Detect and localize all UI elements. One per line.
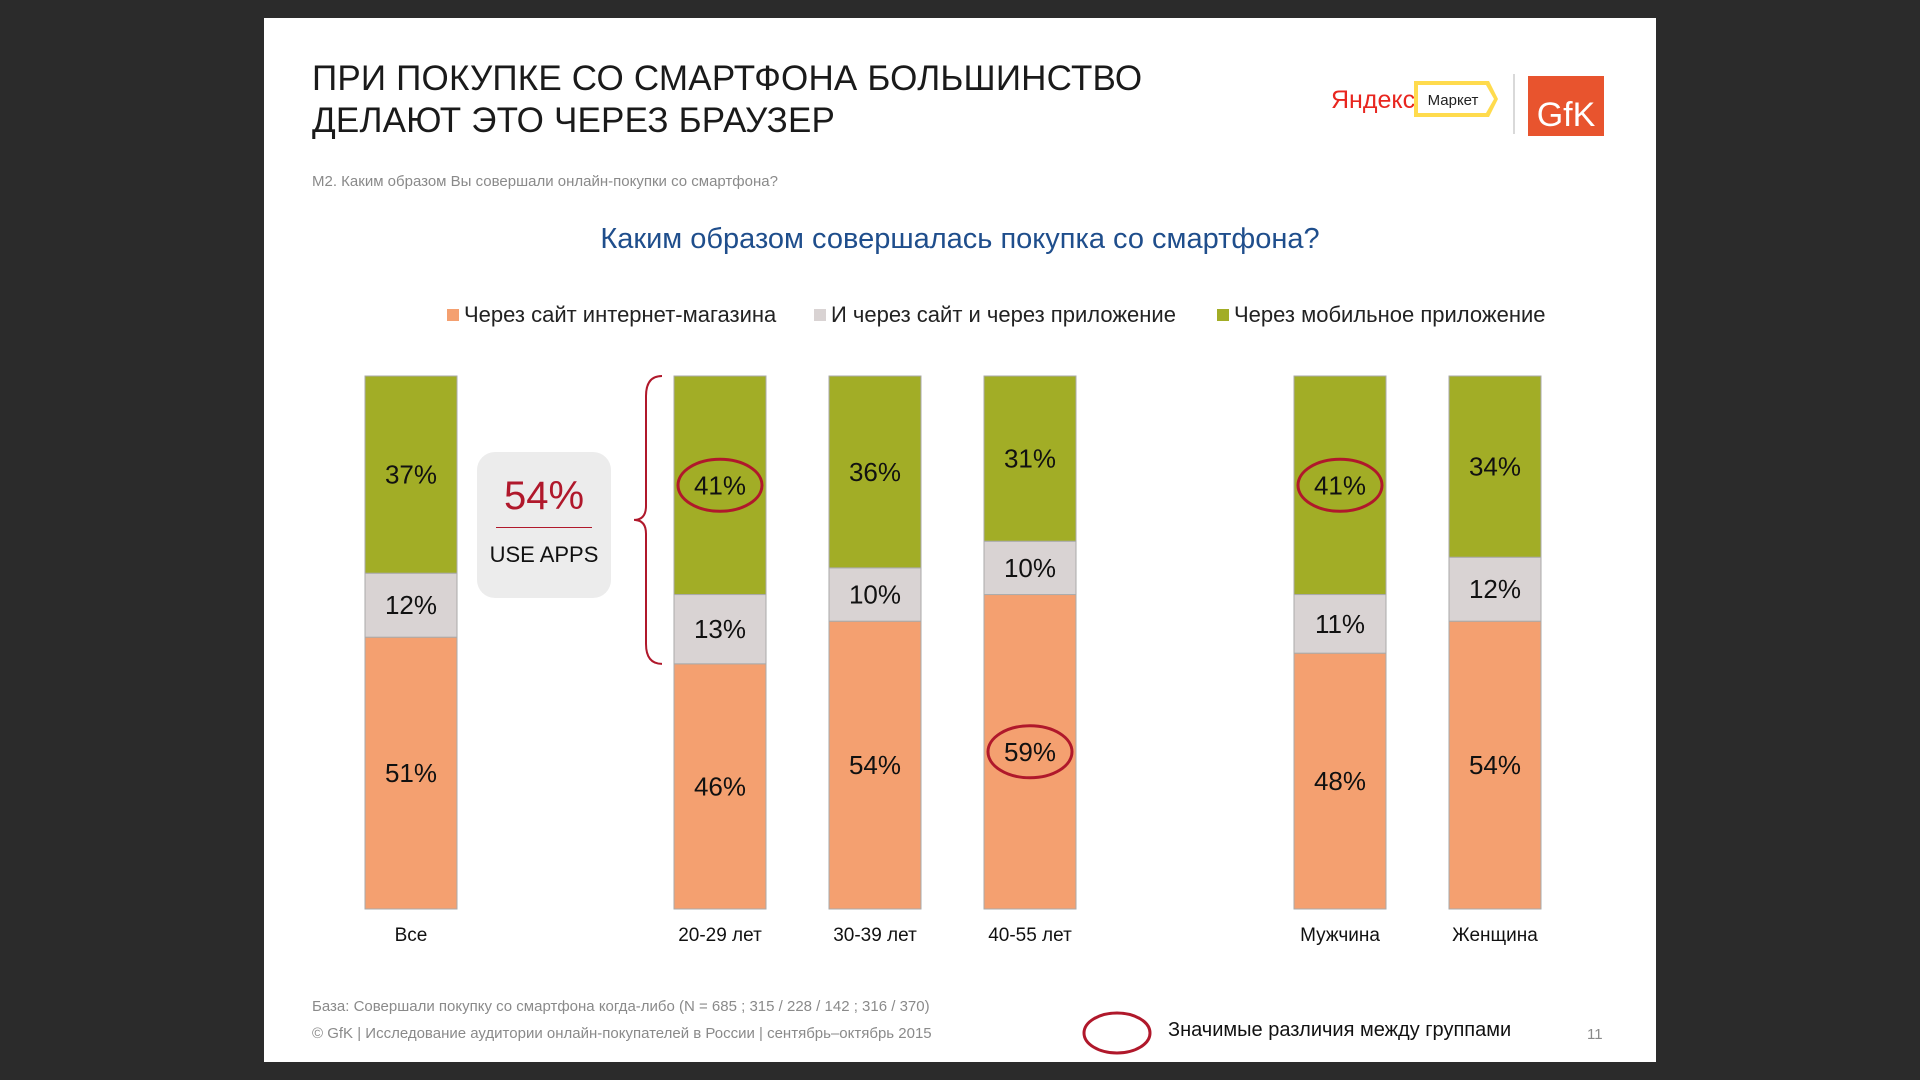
data-label-site: 51%	[385, 758, 437, 788]
data-label-app: 41%	[694, 470, 746, 500]
legend-item-both: И через сайт и через приложение	[814, 302, 1176, 328]
callout-label: USE APPS	[489, 542, 599, 567]
copyright: © GfK | Исследование аудитории онлайн-по…	[312, 1025, 932, 1042]
survey-question: М2. Каким образом Вы совершали онлайн-по…	[312, 173, 778, 190]
data-label-both: 10%	[849, 580, 901, 610]
bar-segment-both	[828, 567, 922, 622]
title-line-1: ПРИ ПОКУПКЕ СО СМАРТФОНА БОЛЬШИНСТВО	[312, 59, 1143, 98]
data-label-site: 48%	[1314, 766, 1366, 796]
bar-segment-app	[364, 375, 458, 574]
data-label-both: 11%	[1315, 609, 1365, 639]
data-label-site: 59%	[1004, 737, 1056, 767]
slide: ПРИ ПОКУПКЕ СО СМАРТФОНА БОЛЬШИНСТВО ДЕЛ…	[264, 18, 1656, 1062]
category-label: 20-29 лет	[678, 925, 762, 946]
bar-segment-both	[364, 572, 458, 638]
logos: Яндекс Маркет GfK	[1331, 74, 1604, 136]
bar-segment-app	[1448, 375, 1542, 558]
page-title: ПРИ ПОКУПКЕ СО СМАРТФОНА БОЛЬШИНСТВО ДЕЛ…	[312, 58, 1142, 142]
significance-circle-icon	[1082, 1011, 1152, 1055]
significance-circle	[986, 724, 1074, 780]
bar-segment-site	[1448, 620, 1542, 910]
market-logo-text: Маркет	[1428, 92, 1479, 109]
legend-swatch-both	[814, 309, 826, 321]
bar-segment-app	[983, 375, 1077, 542]
data-label-app: 31%	[1004, 444, 1056, 474]
apps-callout: 54% USE APPS	[477, 452, 611, 598]
callout-divider	[496, 527, 592, 528]
legend-label-app: Через мобильное приложение	[1234, 302, 1546, 327]
bar-segment-both	[983, 540, 1077, 596]
bar-segment-app	[828, 375, 922, 569]
chart-title: Каким образом совершалась покупка со сма…	[600, 223, 1320, 255]
data-label-site: 46%	[694, 771, 746, 801]
data-label-app: 36%	[849, 457, 901, 487]
significance-note: Значимые различия между группами	[1168, 1019, 1512, 1041]
data-label-app: 41%	[1314, 470, 1366, 500]
legend-item-site: Через сайт интернет-магазина	[447, 302, 776, 328]
bar-segment-app	[1293, 375, 1387, 596]
gfk-logo-text: GfK	[1537, 96, 1596, 134]
category-label: 40-55 лет	[988, 925, 1072, 946]
bar-segment-site	[983, 594, 1077, 910]
data-label-both: 12%	[1469, 574, 1521, 604]
category-label: 30-39 лет	[833, 925, 917, 946]
bar-segment-site	[828, 620, 922, 910]
bar-segment-site	[673, 663, 767, 910]
page-number: 11	[1587, 1026, 1603, 1043]
legend-swatch-app	[1217, 309, 1229, 321]
yandex-logo-text: Яндекс	[1331, 86, 1415, 114]
base-note: База: Совершали покупку со смартфона ког…	[312, 998, 930, 1015]
bar-segment-site	[364, 636, 458, 910]
bar-segment-app	[673, 375, 767, 596]
legend-item-app: Через мобильное приложение	[1217, 302, 1546, 328]
bar-segment-site	[1293, 652, 1387, 910]
legend-label-site: Через сайт интернет-магазина	[464, 302, 777, 327]
data-label-both: 13%	[694, 614, 746, 644]
market-badge-inner	[1418, 85, 1494, 113]
data-label-both: 10%	[1004, 553, 1056, 583]
stacked-bar-chart: 51% 12% 37% Все 46% 13% 41% 20-29 лет 54% 10% 36% 3…	[364, 375, 1542, 946]
significance-circle	[1296, 457, 1384, 513]
legend-swatch-site	[447, 309, 459, 321]
category-label: Все	[395, 925, 428, 946]
data-label-app: 37%	[385, 460, 437, 490]
bar-segment-both	[1293, 594, 1387, 654]
gfk-logo	[1528, 76, 1604, 136]
data-label-site: 54%	[849, 750, 901, 780]
category-label: Мужчина	[1300, 925, 1380, 946]
bar-segment-both	[1448, 556, 1542, 622]
data-label-both: 12%	[385, 590, 437, 620]
title-line-2: ДЕЛАЮТ ЭТО ЧЕРЕЗ БРАУЗЕР	[312, 101, 836, 140]
legend-label-both: И через сайт и через приложение	[831, 302, 1176, 327]
category-label: Женщина	[1452, 925, 1538, 946]
bar-segment-both	[673, 594, 767, 665]
curly-brace	[633, 375, 663, 665]
callout-value: 54%	[503, 474, 585, 518]
data-label-app: 34%	[1469, 452, 1521, 482]
data-label-site: 54%	[1469, 750, 1521, 780]
significance-circle	[676, 457, 764, 513]
